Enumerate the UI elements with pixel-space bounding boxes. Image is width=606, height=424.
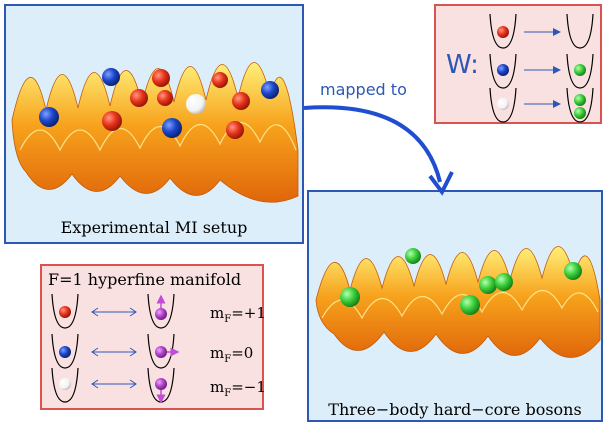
atom-purple <box>155 346 167 358</box>
atom-white <box>186 94 206 114</box>
mf-plus-one-label: mF=+1 <box>210 304 266 325</box>
mf-minus-one-label: mF=−1 <box>210 378 266 399</box>
potential-well <box>489 87 517 123</box>
mi-setup-caption: Experimental MI setup <box>60 218 248 237</box>
w-mapping-panel: W: <box>434 4 602 124</box>
mi-atoms <box>39 68 279 139</box>
atom-red <box>226 121 244 139</box>
atom-green <box>574 64 586 76</box>
optical-lattice-hc <box>315 246 601 358</box>
atom-red <box>497 26 509 38</box>
potential-well <box>566 13 594 49</box>
mapped-to-arrow <box>303 105 442 183</box>
potential-well <box>51 293 79 329</box>
atom-blue <box>59 346 71 358</box>
atom-red <box>102 111 122 131</box>
atom-purple <box>155 378 167 390</box>
potential-well <box>147 293 175 329</box>
potential-well <box>489 13 517 49</box>
atom-blue <box>162 118 182 138</box>
hyperfine-manifold-title: F=1 hyperfine manifold <box>48 270 242 289</box>
atom-green <box>460 295 480 315</box>
atom-red <box>157 90 173 106</box>
hyperfine-manifold-panel: F=1 hyperfine manifold mF=+1 mF=0 mF=−1 <box>40 264 266 410</box>
potential-well <box>566 87 594 123</box>
atom-red <box>130 89 148 107</box>
mapped-to-arrowhead <box>428 171 454 196</box>
atom-blue <box>497 64 509 76</box>
w-mapping-rows <box>489 13 594 123</box>
atom-green <box>495 273 513 291</box>
w-label: W: <box>446 50 479 80</box>
atom-blue <box>261 81 279 99</box>
atom-blue <box>102 68 120 86</box>
atom-purple <box>155 308 167 320</box>
atom-green <box>564 262 582 280</box>
atom-green <box>479 276 497 294</box>
atom-white <box>497 98 509 110</box>
atom-green <box>574 107 586 119</box>
equivalence-arrowheads <box>91 347 137 357</box>
potential-well <box>489 53 517 89</box>
equivalence-arrowheads <box>91 307 137 317</box>
mf-zero-label: mF=0 <box>210 344 254 365</box>
atom-green <box>340 287 360 307</box>
atom-green <box>405 248 421 264</box>
mapped-to-label: mapped to <box>320 80 407 99</box>
hyperfine-rows <box>51 293 180 404</box>
potential-well <box>566 53 594 89</box>
equivalence-arrowheads <box>91 379 137 389</box>
atom-green <box>574 94 586 106</box>
hard-core-bosons-caption: Three−body hard−core bosons <box>328 400 582 419</box>
atom-blue <box>39 107 59 127</box>
atom-red <box>152 69 170 87</box>
potential-well <box>51 367 79 403</box>
atom-red <box>232 92 250 110</box>
potential-well <box>51 333 79 369</box>
hc-atoms <box>340 248 582 315</box>
atom-white <box>59 378 71 390</box>
atom-red <box>59 306 71 318</box>
atom-red <box>212 72 228 88</box>
